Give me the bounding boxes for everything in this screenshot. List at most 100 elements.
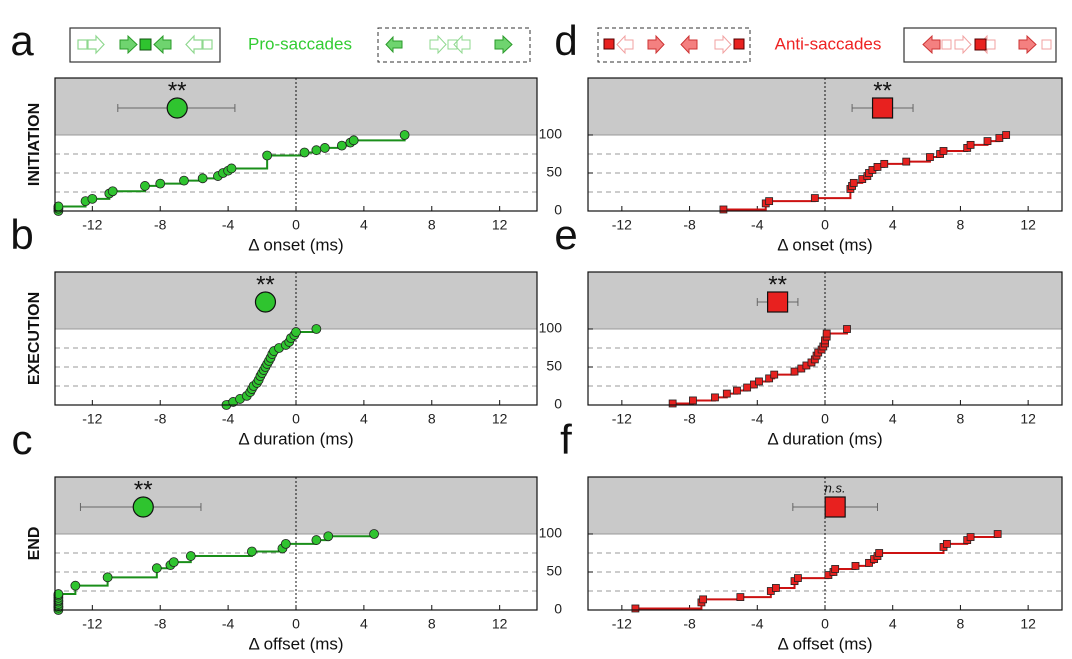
x-tick-label: 8 [957,411,965,427]
x-axis-label: Δ onset (ms) [777,235,872,254]
significance: n.s. [825,480,846,495]
x-axis-label: Δ duration (ms) [238,429,353,448]
x-tick-label: 12 [1020,217,1036,233]
point [155,178,166,189]
point [843,325,851,333]
point [179,175,189,186]
x-tick-label: -8 [154,616,167,632]
point [311,324,322,334]
point [311,145,322,156]
summary-point [254,291,277,313]
x-tick-label: -4 [222,217,235,233]
axes-frame [587,271,1063,406]
point [794,574,802,582]
icon-arrows [616,34,732,55]
summary-point [871,97,894,119]
axes-frame [587,77,1063,212]
point [711,393,719,402]
icon-box [597,27,751,63]
x-tick-label: 0 [292,411,300,427]
point [668,399,677,408]
point [902,157,911,166]
y-tick-label: 50 [546,164,562,180]
point [873,163,882,171]
x-tick-label: 12 [492,411,508,427]
step-line [672,329,849,405]
point [942,539,951,548]
point [736,593,745,601]
point [262,150,273,161]
y-tick-label: 100 [539,320,563,336]
x-tick-label: -12 [612,411,632,427]
x-tick-label: 4 [360,217,368,233]
x-tick-label: 12 [492,616,508,632]
point [849,178,858,187]
x-axis-label: Δ onset (ms) [248,235,343,254]
point [743,383,752,392]
point [348,135,359,146]
point [926,153,934,161]
x-tick-label: 12 [1020,411,1036,427]
significance: ** [168,77,187,104]
significance: ** [768,271,787,298]
x-axis-label: Δ offset (ms) [248,634,343,653]
x-tick-label: 12 [1020,616,1036,632]
x-tick-label: 0 [821,217,829,233]
point [246,546,257,557]
x-tick-label: 8 [957,616,965,632]
x-tick-label: -12 [82,616,102,632]
x-tick-label: -8 [683,411,696,427]
x-tick-label: 0 [292,616,300,632]
x-tick-label: 0 [821,616,829,632]
point [70,580,81,591]
axes-frame [54,271,538,406]
row-label: INITIATION [26,103,43,186]
panel-letter: a [10,17,34,64]
x-tick-label: -8 [154,217,167,233]
x-tick-label: 8 [428,217,436,233]
point [880,159,889,168]
pro-label: Pro-saccades [248,34,352,53]
point [810,194,819,202]
x-axis-label: Δ offset (ms) [777,634,872,653]
x-tick-label: 4 [889,411,897,427]
point [765,197,774,206]
point [719,205,728,214]
x-tick-label: -4 [222,411,235,427]
point [733,386,741,395]
x-tick-label: 8 [957,217,965,233]
point [399,130,410,140]
summary-point [166,97,188,119]
panel-letter: b [10,211,33,258]
x-axis-label: Δ duration (ms) [767,429,882,448]
point [151,563,162,574]
row-label: EXECUTION [26,292,43,385]
point [299,147,310,158]
point [722,389,731,398]
y-tick-label: 0 [554,396,562,412]
icon-box [69,27,221,63]
x-tick-label: 0 [292,217,300,233]
point [966,533,975,541]
anti-label: Anti-saccades [775,34,882,53]
point [323,531,334,542]
x-tick-label: -8 [154,411,167,427]
x-tick-label: 8 [428,411,436,427]
panel-letter: c [12,416,33,463]
icon-box [903,27,1057,63]
x-tick-label: -4 [222,616,235,632]
x-tick-label: -12 [82,411,102,427]
x-tick-label: -4 [751,217,764,233]
point [875,549,884,557]
summary-point [824,496,846,518]
point [336,140,347,151]
point [102,572,113,583]
summary-point [766,291,789,313]
axes-frame [587,476,1063,611]
point [311,535,322,545]
point [790,367,799,376]
point [197,173,208,184]
panel-letter: d [554,17,577,64]
x-tick-label: -8 [683,217,696,233]
x-tick-label: 8 [428,616,436,632]
